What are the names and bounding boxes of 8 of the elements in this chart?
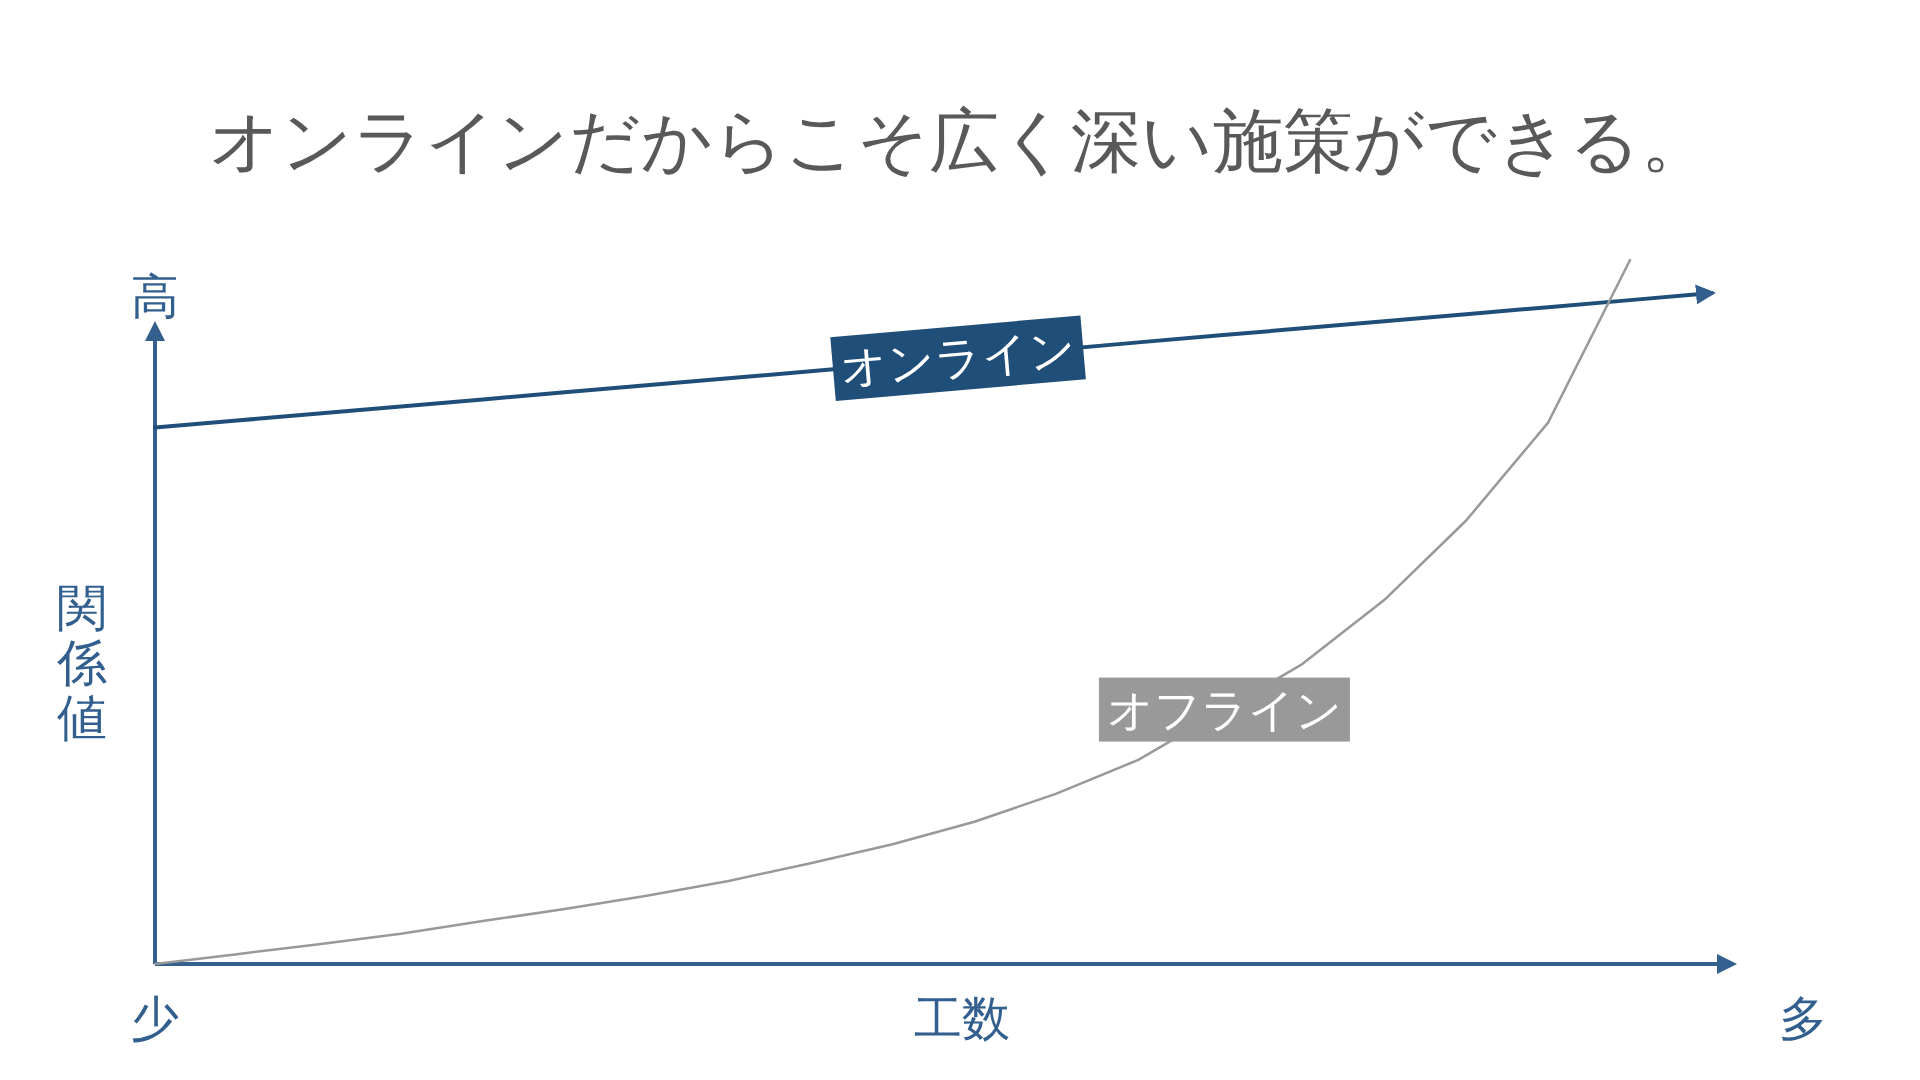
chart-title: オンラインだからこそ広く深い施策ができる。 xyxy=(209,100,1711,182)
series-label: オンライン xyxy=(838,321,1078,396)
annotation: 高 xyxy=(131,268,179,324)
series-label: オフライン xyxy=(1106,682,1342,737)
x-axis-title: 工数 xyxy=(914,990,1010,1046)
text: 少 xyxy=(131,990,179,1046)
y-axis-title: 関係値 xyxy=(56,579,107,747)
text: 多 xyxy=(1779,990,1827,1046)
